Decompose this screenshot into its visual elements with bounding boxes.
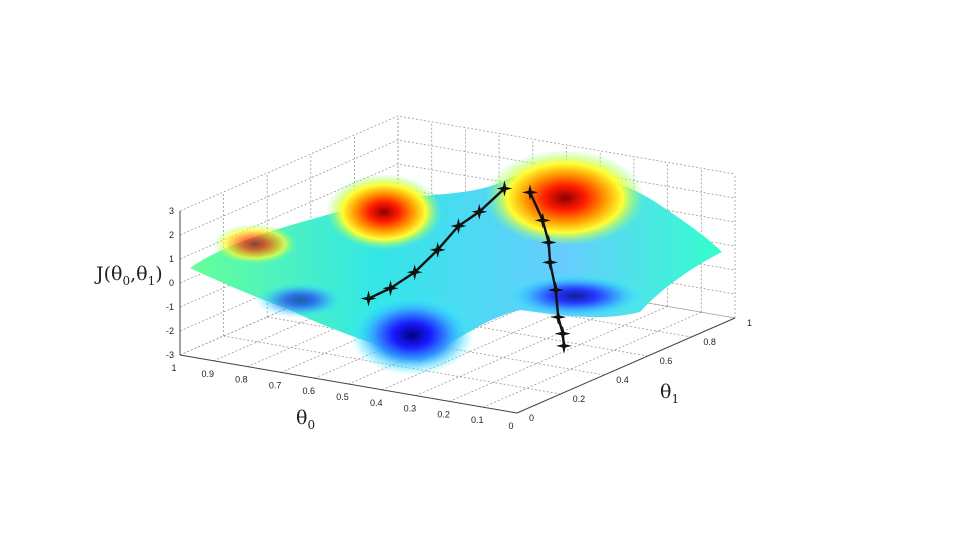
descent-paths — [360, 180, 572, 354]
surface-peak-right — [485, 150, 645, 246]
surface-shoulder-left — [213, 224, 297, 264]
x-axis-label: θ0 — [296, 407, 315, 432]
x-tick-label: 0.8 — [235, 375, 248, 385]
x-tick-label: 1 — [171, 363, 176, 373]
surface-peak-left — [326, 174, 442, 250]
x-tick-label: 0.1 — [471, 415, 484, 425]
tick-labels: 0 0.1 0.2 0.3 0.4 0.5 0.6 0.7 0.8 0.9 1 0 0.2 0.4 0.6 0… — [166, 206, 752, 431]
z-tick-label: -1 — [166, 302, 174, 312]
surface — [190, 150, 722, 375]
x-tick-label: 0 — [508, 421, 513, 431]
x-tick-label: 0.6 — [303, 386, 316, 396]
x-tick-label: 0.4 — [370, 398, 383, 408]
y-tick-label: 0.6 — [660, 356, 673, 366]
y-axis-line — [516, 317, 736, 414]
star-marker — [554, 325, 571, 342]
y-tick-label: 0 — [529, 413, 534, 423]
x-axis-line — [179, 354, 518, 414]
y-tick-label: 0.8 — [703, 337, 716, 347]
star-marker — [555, 337, 572, 354]
z-tick-label: 1 — [169, 254, 174, 264]
grid-line — [267, 316, 605, 376]
surface-valley-mid — [255, 282, 345, 318]
z-tick-label: -2 — [166, 326, 174, 336]
z-tick-label: 2 — [169, 230, 174, 240]
y-tick-label: 0.4 — [616, 375, 629, 385]
grid-line — [223, 335, 561, 395]
x-tick-label: 0.9 — [201, 369, 214, 379]
x-tick-label: 0.7 — [269, 380, 282, 390]
x-tick-label: 0.5 — [336, 392, 349, 402]
y-axis-label: θ1 — [660, 381, 679, 406]
y-tick-label: 1 — [747, 318, 752, 328]
y-tick-label: 0.2 — [573, 394, 586, 404]
grid-line — [179, 115, 736, 212]
z-tick-label: -3 — [166, 350, 174, 360]
surface-valley-main — [350, 295, 474, 375]
z-tick-label: 0 — [169, 278, 174, 288]
x-tick-label: 0.2 — [437, 409, 450, 419]
z-axis-label: J(θ0,θ1) — [94, 263, 163, 288]
x-tick-label: 0.3 — [404, 404, 417, 414]
z-tick-label: 3 — [169, 206, 174, 216]
surface-valley-right — [505, 274, 645, 318]
